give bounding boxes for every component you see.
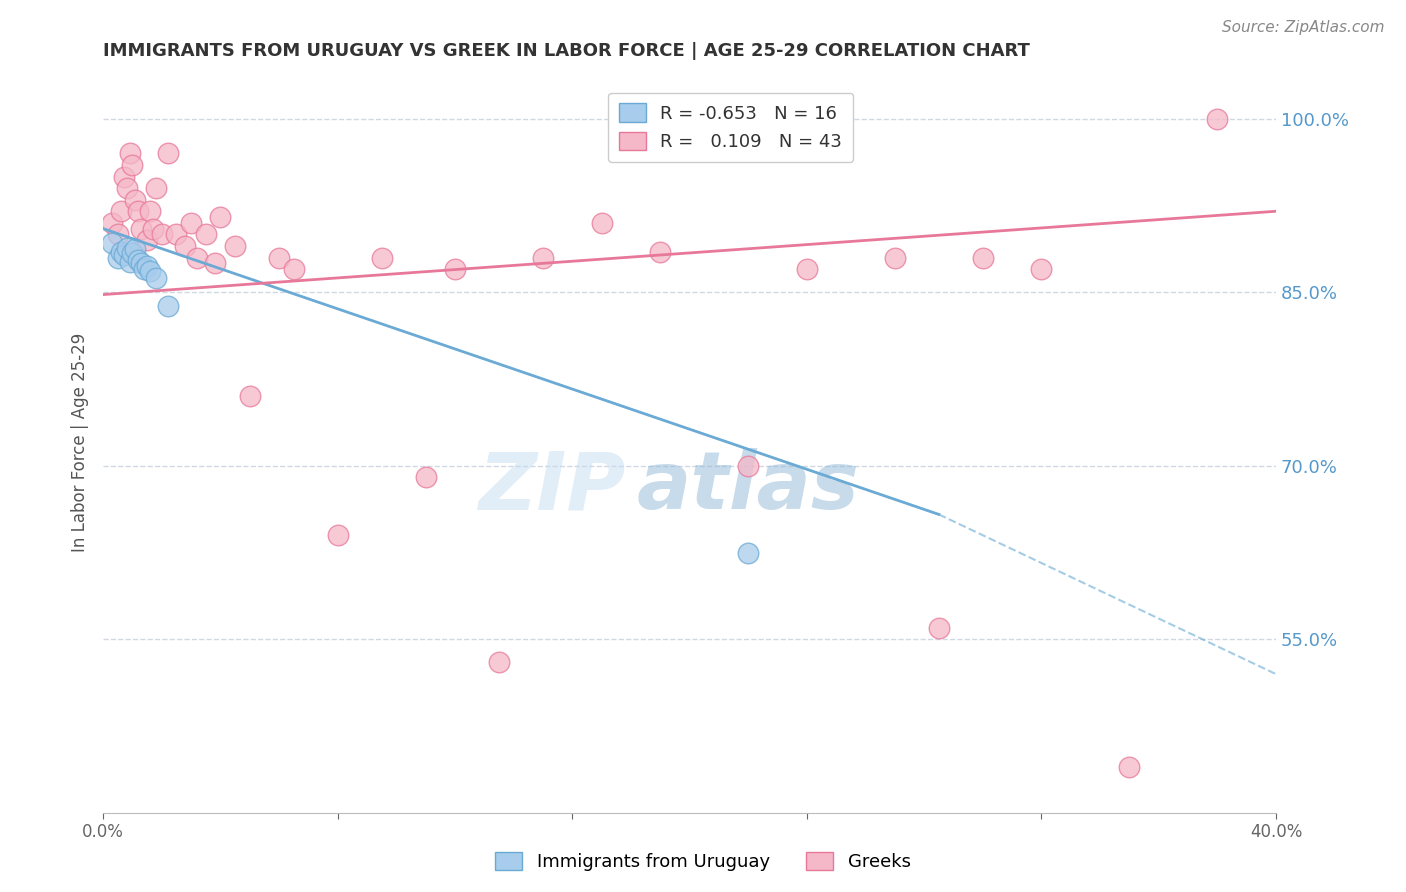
Point: [267, 251, 290, 265]
Point: [110, 244, 132, 259]
Point: [444, 262, 467, 277]
Point: [121, 246, 143, 260]
Point: [650, 244, 672, 259]
Point: [107, 251, 129, 265]
Point: [118, 146, 141, 161]
Text: IMMIGRANTS FROM URUGUAY VS GREEK IN LABOR FORCE | AGE 25-29 CORRELATION CHART: IMMIGRANTS FROM URUGUAY VS GREEK IN LABO…: [103, 42, 1031, 60]
Point: [136, 233, 159, 247]
Point: [737, 458, 759, 473]
Point: [283, 262, 305, 277]
Point: [796, 262, 818, 277]
Point: [124, 193, 146, 207]
Point: [150, 227, 173, 242]
Point: [186, 251, 208, 265]
Point: [209, 210, 232, 224]
Point: [115, 181, 138, 195]
Point: [139, 264, 162, 278]
Legend: R = -0.653   N = 16, R =   0.109   N = 43: R = -0.653 N = 16, R = 0.109 N = 43: [607, 93, 853, 162]
Point: [1031, 262, 1053, 277]
Point: [165, 227, 187, 242]
Legend: Immigrants from Uruguay, Greeks: Immigrants from Uruguay, Greeks: [488, 845, 918, 879]
Point: [107, 227, 129, 242]
Point: [110, 204, 132, 219]
Point: [928, 621, 950, 635]
Point: [239, 389, 262, 403]
Point: [415, 470, 437, 484]
Point: [124, 243, 146, 257]
Point: [204, 256, 226, 270]
Point: [129, 221, 152, 235]
Point: [174, 239, 197, 253]
Point: [145, 271, 167, 285]
Point: [591, 216, 613, 230]
Y-axis label: In Labor Force | Age 25-29: In Labor Force | Age 25-29: [72, 333, 89, 552]
Text: atlas: atlas: [637, 448, 859, 526]
Point: [115, 241, 138, 255]
Point: [121, 158, 143, 172]
Point: [134, 262, 156, 277]
Point: [145, 181, 167, 195]
Point: [194, 227, 217, 242]
Point: [118, 255, 141, 269]
Point: [127, 204, 149, 219]
Point: [224, 239, 246, 253]
Point: [326, 528, 349, 542]
Point: [136, 259, 159, 273]
Point: [112, 248, 135, 262]
Point: [370, 251, 392, 265]
Point: [156, 299, 179, 313]
Point: [139, 204, 162, 219]
Text: Source: ZipAtlas.com: Source: ZipAtlas.com: [1222, 20, 1385, 35]
Point: [737, 545, 759, 559]
Point: [127, 252, 149, 267]
Point: [488, 656, 510, 670]
Point: [1206, 112, 1229, 126]
Point: [156, 146, 179, 161]
Point: [531, 251, 554, 265]
Point: [180, 216, 202, 230]
Point: [972, 251, 994, 265]
Text: ZIP: ZIP: [478, 448, 626, 526]
Point: [142, 221, 165, 235]
Point: [129, 256, 152, 270]
Point: [1118, 759, 1140, 773]
Point: [101, 235, 124, 250]
Point: [883, 251, 905, 265]
Point: [112, 169, 135, 184]
Point: [101, 216, 124, 230]
